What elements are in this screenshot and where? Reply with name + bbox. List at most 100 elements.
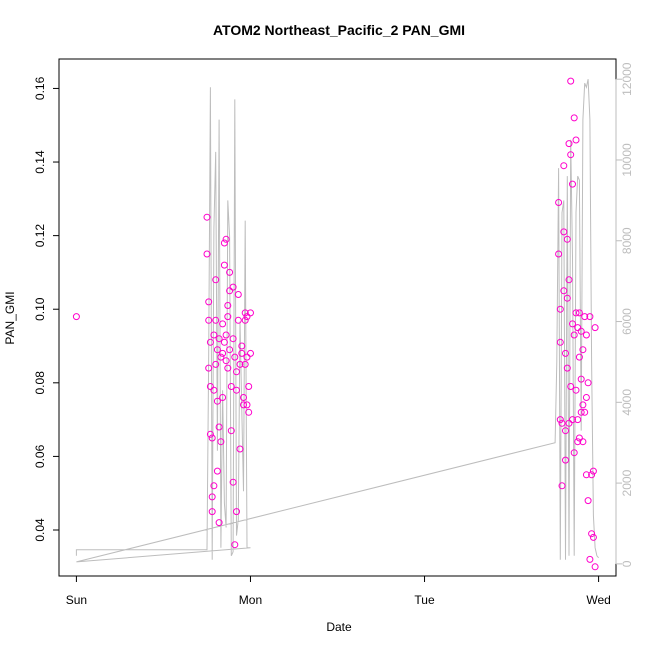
data-point: [240, 401, 247, 409]
data-point: [569, 180, 576, 188]
data-point: [241, 360, 249, 368]
data-point: [562, 349, 569, 357]
x-tick-label: Sun: [66, 593, 87, 607]
y2-tick-label: 10000: [620, 143, 634, 177]
data-point: [245, 383, 253, 390]
data-point: [229, 478, 237, 486]
plot-frame: [58, 58, 617, 577]
data-point: [572, 309, 580, 317]
data-point: [229, 283, 237, 291]
data-point: [569, 320, 576, 328]
data-point: [572, 136, 580, 144]
data-point: [577, 408, 585, 416]
data-point: [220, 239, 228, 247]
data-point: [227, 427, 235, 435]
data-point: [220, 338, 228, 346]
data-point: [591, 563, 599, 571]
data-point: [226, 268, 234, 276]
data-point: [581, 408, 589, 416]
data-point: [217, 438, 225, 446]
data-point: [222, 235, 230, 243]
data-point: [570, 114, 578, 122]
data-point: [555, 199, 563, 206]
y-tick-label: 0.12: [33, 224, 47, 248]
y2-tick-label: 12000: [620, 62, 634, 96]
x-tick-label: Mon: [239, 593, 262, 607]
y2-axis: 0 2000 4000 6000 8000 10000 12000: [615, 62, 634, 567]
data-point: [567, 383, 575, 390]
data-point: [560, 162, 568, 170]
data-point: [224, 364, 232, 372]
data-point: [579, 401, 587, 409]
data-point: [243, 401, 251, 409]
y2-tick-label: 6000: [620, 308, 634, 335]
data-point: [591, 324, 599, 332]
data-point: [245, 408, 253, 416]
data-point: [212, 316, 220, 324]
data-point: [577, 375, 585, 383]
data-point: [565, 140, 573, 148]
data-point: [233, 508, 240, 516]
x-tick-label: Wed: [586, 593, 610, 607]
data-point: [227, 383, 235, 390]
data-point: [584, 379, 592, 387]
data-point: [219, 394, 227, 401]
data-point: [210, 482, 218, 490]
data-point: [219, 349, 227, 357]
data-point: [240, 394, 247, 401]
y-tick-label: 0.06: [33, 444, 47, 468]
data-point: [586, 555, 594, 563]
data-point: [212, 360, 220, 368]
data-point: [588, 471, 596, 479]
data-point: [226, 346, 234, 354]
y-tick-label: 0.08: [33, 371, 47, 395]
data-point: [563, 364, 571, 372]
data-point: [234, 316, 242, 324]
data-point: [558, 419, 566, 427]
data-point: [584, 497, 592, 505]
x-axis: Sun Mon Tue Wed: [66, 575, 611, 607]
data-point: [560, 228, 568, 236]
data-point: [243, 353, 251, 361]
data-point: [234, 291, 242, 298]
data-point: [208, 493, 216, 501]
data-point: [556, 305, 564, 313]
data-point: [243, 313, 251, 321]
data-point: [567, 77, 575, 85]
data-point: [581, 313, 589, 321]
data-point: [231, 353, 239, 361]
data-point: [208, 508, 216, 516]
data-point: [560, 287, 568, 295]
data-point: [210, 331, 218, 339]
y-tick-label: 0.16: [33, 76, 47, 100]
data-point: [210, 386, 218, 394]
y-axis-label: PAN_GMI: [3, 291, 17, 344]
data-point: [236, 445, 244, 453]
x-tick-label: Tue: [414, 593, 435, 607]
data-point: [212, 276, 220, 284]
chart-title: ATOM2 Northeast_Pacific_2 PAN_GMI: [213, 22, 465, 38]
data-point: [570, 331, 578, 339]
data-point: [247, 309, 254, 317]
y2-tick-label: 0: [620, 560, 634, 567]
data-point: [213, 467, 221, 475]
y-tick-label: 0.04: [33, 518, 47, 542]
y-tick-label: 0.10: [33, 297, 47, 321]
data-point: [563, 235, 571, 243]
y2-tick-label: 8000: [620, 227, 634, 254]
data-point: [206, 338, 214, 346]
data-point: [589, 533, 597, 541]
y-tick-label: 0.14: [33, 150, 47, 174]
data-point: [213, 397, 221, 405]
data-point: [565, 419, 573, 427]
data-point: [222, 331, 230, 339]
data-point: [219, 320, 227, 328]
data-point: [224, 302, 232, 309]
data-point: [563, 294, 571, 302]
data-point: [556, 416, 564, 424]
data-point: [72, 313, 80, 321]
data-point: [233, 368, 240, 376]
data-point: [206, 430, 214, 438]
data-point: [588, 530, 596, 538]
